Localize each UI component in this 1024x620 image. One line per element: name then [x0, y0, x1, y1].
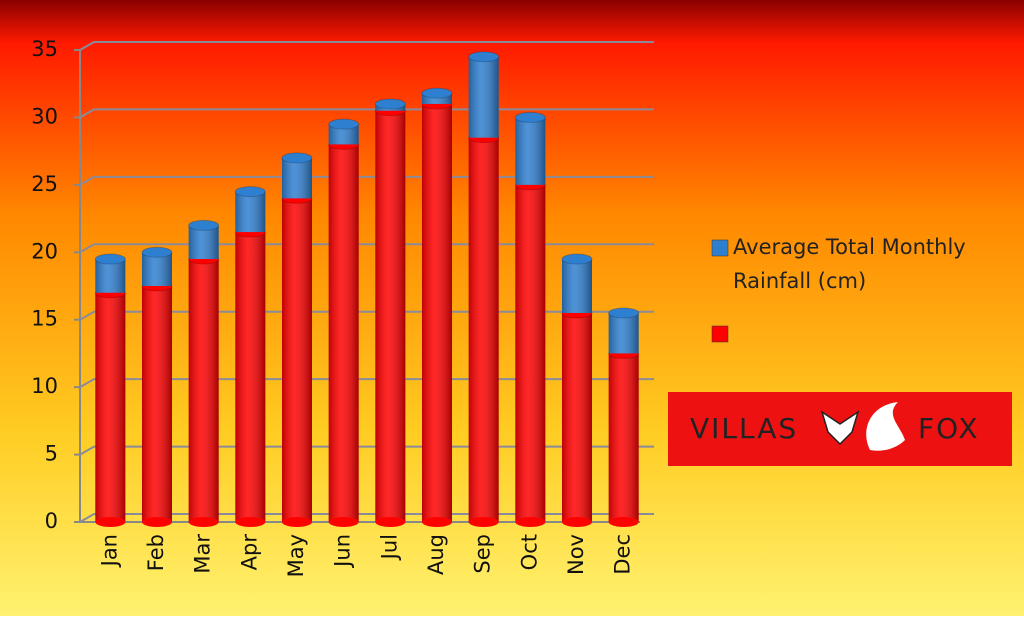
bar-shade: [608, 312, 639, 354]
x-tick-label: Jul: [377, 534, 401, 561]
bar-cap: [282, 517, 312, 527]
x-tick-label: Dec: [611, 534, 635, 575]
y-tick-label: 5: [45, 442, 58, 466]
bar-cap: [468, 51, 500, 63]
bar-cap: [188, 219, 220, 231]
bar-shade: [235, 232, 266, 523]
y-tick-label: 35: [31, 37, 58, 61]
bar-shade: [142, 286, 172, 522]
bar-cap: [374, 98, 406, 110]
bar-shade: [328, 124, 359, 145]
legend-swatch: [711, 325, 729, 343]
logo-text: VILLAS: [690, 412, 798, 445]
grid-line: [79, 513, 654, 523]
bar-shade: [562, 259, 592, 313]
bar-cap: [281, 152, 313, 164]
bar-cap: [608, 307, 640, 319]
bar-shade: [375, 110, 406, 522]
y-tick-label: 25: [31, 172, 58, 196]
bar-shade: [328, 144, 359, 522]
bar-cap: [515, 517, 546, 527]
y-tick-label: 20: [31, 239, 58, 263]
grid-line: [79, 108, 654, 119]
y-tick-label: 0: [45, 509, 58, 533]
grid-line: [79, 243, 654, 254]
bar-shade: [562, 312, 592, 522]
bar-shade: [142, 252, 172, 286]
bar-cap: [375, 517, 406, 527]
bar-shade: [188, 259, 219, 522]
bar-cap: [234, 186, 266, 198]
bar-shade: [235, 191, 266, 233]
x-tick-label: Jan: [97, 534, 121, 568]
logo-text: FOX: [918, 412, 980, 445]
bar-cap: [328, 517, 359, 527]
x-tick-label: Mar: [191, 534, 215, 574]
bar-cap: [468, 517, 499, 527]
bar-cap: [514, 111, 546, 123]
grid-line: [79, 378, 654, 389]
bar-cap: [561, 253, 593, 265]
bar-shade: [422, 103, 452, 522]
y-tick-label: 15: [31, 307, 58, 331]
bar-cap: [422, 517, 452, 527]
bar-shade: [95, 292, 126, 522]
bar-cap: [235, 517, 266, 527]
x-tick-label: Aug: [424, 534, 448, 575]
x-tick-label: Sep: [471, 534, 495, 574]
bar-cap: [608, 517, 639, 527]
legend-label: Average Total Monthly Rainfall (cm): [733, 235, 966, 293]
x-tick-label: Oct: [517, 534, 541, 570]
logo-fox: [820, 402, 905, 451]
grid-line: [79, 310, 654, 321]
x-tick-label: Feb: [144, 534, 168, 571]
bar-shade: [95, 259, 126, 293]
bar-cap: [562, 517, 592, 527]
bar-cap: [421, 87, 453, 99]
x-tick-label: May: [284, 534, 308, 577]
bar-cap: [142, 517, 172, 527]
bar-shade: [515, 117, 546, 185]
y-tick-label: 30: [31, 104, 58, 128]
bar-shade: [515, 184, 546, 522]
bar-shade: [468, 137, 499, 522]
x-tick-label: Nov: [564, 534, 588, 575]
bar-cap: [95, 517, 126, 527]
bar-shade: [608, 353, 639, 522]
y-tick-label: 10: [31, 374, 58, 398]
bar-cap: [94, 253, 126, 265]
bar-shade: [282, 157, 312, 199]
bar-cap: [141, 246, 173, 258]
bar-cap: [328, 118, 360, 130]
x-tick-label: Apr: [237, 534, 261, 571]
grid-line: [79, 175, 654, 186]
bar-shade: [188, 225, 219, 260]
bar-cap: [188, 517, 219, 527]
x-tick-label: Jun: [331, 534, 355, 569]
grid-line: [79, 41, 654, 51]
bar-shade: [282, 198, 312, 523]
legend-swatch: [711, 239, 729, 257]
grid-line: [79, 445, 654, 456]
bar-shade: [422, 93, 452, 104]
bar-shade: [468, 56, 499, 138]
